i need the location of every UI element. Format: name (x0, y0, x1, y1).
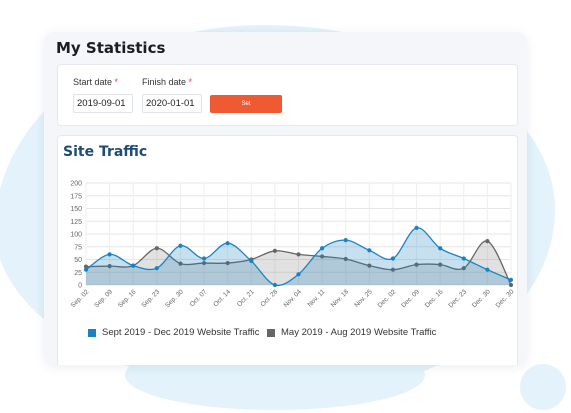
required-mark: * (114, 77, 119, 87)
series-gray-point (485, 239, 490, 244)
series-blue-area (86, 227, 511, 286)
series-gray-point (390, 267, 396, 272)
y-tick-label: 25 (74, 270, 82, 277)
x-tick-label: Oct. 07 (189, 288, 209, 308)
series-blue-point (201, 256, 207, 261)
series-blue-point (461, 256, 466, 261)
y-tick-label: 75 (74, 244, 82, 251)
legend-swatch-gray (267, 328, 275, 337)
x-tick-label: Dec. 23 (447, 288, 468, 309)
series-gray-point (178, 261, 183, 266)
series-blue-point (414, 225, 419, 230)
x-tick-label: Oct. 14 (212, 288, 232, 308)
series-blue-point (438, 246, 443, 251)
x-tick-label: Sep. 30 (164, 288, 185, 309)
legend-label-blue: Sept 2019 - Dec 2019 Website Traffic (102, 327, 260, 338)
series-blue-point (225, 241, 230, 246)
legend-label-gray: May 2019 - Aug 2019 Website Traffic (281, 327, 437, 338)
series-gray-point (272, 248, 277, 253)
set-button[interactable]: Set (210, 95, 282, 113)
series-gray-point (154, 246, 159, 251)
y-tick-label: 50 (74, 257, 82, 264)
x-tick-label: Dec. 09 (400, 288, 421, 309)
x-tick-label: Dec. 16 (424, 288, 445, 309)
x-tick-label: Oct. 28 (260, 288, 280, 308)
series-blue-point (272, 282, 277, 288)
x-tick-label: Oct. 21 (236, 288, 256, 308)
series-gray-point (107, 264, 112, 269)
series-gray-point (201, 260, 207, 266)
finish-date-label-text: Finish date (142, 77, 187, 87)
legend-item-gray[interactable]: May 2019 - Aug 2019 Website Traffic (267, 327, 436, 338)
x-tick-label: Sep. 09 (93, 288, 114, 309)
x-tick-label: Dec. 02 (377, 288, 398, 309)
series-gray-point (414, 262, 419, 267)
series-gray-point (296, 252, 301, 257)
series-gray-point (320, 254, 325, 259)
statistics-card: My Statistics Start date * Finish date *… (44, 32, 527, 365)
start-date-input[interactable] (73, 94, 133, 113)
series-gray-point (508, 282, 514, 288)
x-tick-label: Nov. 18 (330, 288, 351, 309)
series-gray-point (343, 256, 348, 262)
section-title: Site Traffic (63, 144, 148, 160)
x-tick-label: Nov. 04 (282, 288, 303, 309)
series-blue-point (154, 266, 159, 271)
site-traffic-panel: Site Traffic 0 25 50 75 100 125 150 175 200 Sep. … (57, 135, 518, 365)
series-gray-point (225, 260, 230, 266)
y-tick-label: 125 (70, 219, 82, 226)
series-blue-point (485, 267, 490, 272)
x-tick-label: Sep. 23 (140, 288, 161, 309)
series-blue-point (249, 258, 254, 264)
start-date-label: Start date * (73, 77, 118, 87)
legend-swatch-blue (88, 328, 96, 337)
required-mark: * (188, 77, 193, 87)
series-blue-point (296, 272, 301, 277)
x-tick-label: Nov. 11 (306, 288, 326, 308)
x-tick-label: Dec. 30 (495, 288, 516, 309)
x-tick-label: Nov. 25 (353, 288, 374, 309)
series-gray-point (367, 263, 372, 268)
series-gray-point (83, 264, 89, 269)
page-title: My Statistics (56, 39, 166, 57)
y-tick-label: 150 (70, 206, 82, 213)
series-blue-point (390, 256, 396, 261)
y-tick-label: 100 (70, 232, 82, 239)
x-tick-label: Sep. 16 (117, 288, 138, 309)
series-blue-point (343, 238, 348, 243)
series-blue-point (367, 248, 372, 253)
series-blue-point (83, 267, 89, 272)
series-blue-point (320, 246, 325, 251)
y-tick-label: 200 (70, 181, 82, 188)
background-circle (520, 364, 566, 410)
series-gray-point (461, 266, 466, 271)
x-tick-label: Dec. 30 (471, 288, 492, 309)
legend-item-blue[interactable]: Sept 2019 - Dec 2019 Website Traffic (88, 327, 260, 338)
start-date-label-text: Start date (73, 77, 113, 87)
series-blue-point (107, 252, 112, 257)
series-blue-point (131, 263, 136, 268)
series-blue-point (178, 243, 183, 248)
finish-date-input[interactable] (142, 94, 202, 113)
series-gray-area (86, 240, 511, 285)
series-blue-point (508, 277, 514, 282)
y-tick-label: 0 (78, 283, 82, 290)
y-tick-label: 175 (70, 193, 82, 200)
x-tick-label: Sep. 02 (70, 288, 91, 309)
series-gray-point (438, 262, 443, 267)
date-filter-panel: Start date * Finish date * (57, 64, 518, 126)
finish-date-label: Finish date * (142, 77, 192, 87)
